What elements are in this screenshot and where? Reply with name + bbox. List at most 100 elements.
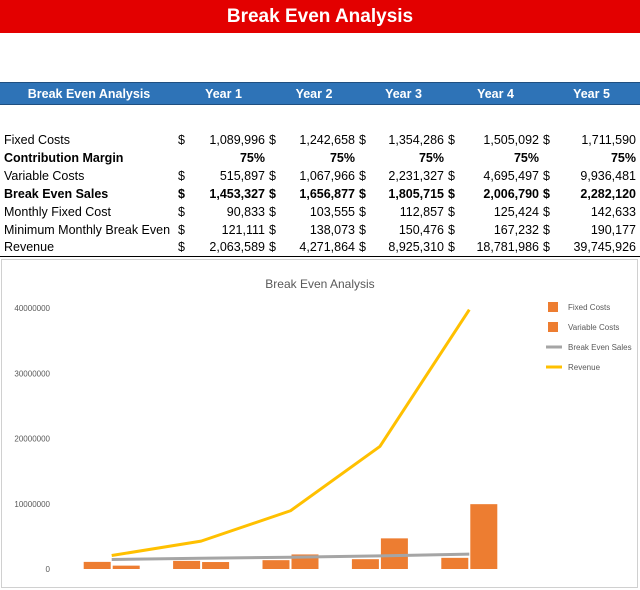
table-row: Break Even Sales $1,453,327 $1,656,877 $1,8… bbox=[0, 185, 640, 203]
legend-label: Fixed Costs bbox=[568, 303, 610, 312]
currency-symbol: $ bbox=[269, 204, 276, 219]
cell-value: 142,633 bbox=[590, 204, 636, 219]
table-header-year: Year 4 bbox=[448, 82, 543, 105]
cell-value: 1,242,658 bbox=[299, 132, 355, 147]
cell-value: 1,805,715 bbox=[388, 186, 444, 201]
cell-value: 515,897 bbox=[219, 168, 265, 183]
cell-value: 1,453,327 bbox=[209, 186, 265, 201]
cell-value: 8,925,310 bbox=[373, 238, 448, 257]
line-revenue bbox=[111, 308, 471, 558]
legend-label: Break Even Sales bbox=[568, 343, 632, 352]
table-header-year: Year 3 bbox=[359, 82, 448, 105]
chart-title: Break Even Analysis bbox=[265, 277, 374, 291]
bar-fixed-costs bbox=[262, 560, 290, 569]
cell-value: 75% bbox=[239, 150, 265, 165]
bar-fixed-costs bbox=[173, 560, 201, 569]
table-header-label: Break Even Analysis bbox=[0, 82, 178, 105]
currency-symbol: $ bbox=[543, 222, 550, 237]
currency-symbol: $ bbox=[269, 186, 276, 201]
cell-value: 121,111 bbox=[221, 222, 265, 237]
currency-symbol: $ bbox=[359, 132, 366, 147]
table-row: Monthly Fixed Cost $90,833 $103,555 $112,85… bbox=[0, 203, 640, 221]
row-label: Break Even Sales bbox=[4, 186, 109, 201]
table-header-year: Year 5 bbox=[543, 82, 640, 105]
table-row: Fixed Costs $1,089,996 $1,242,658 $1,354,28… bbox=[0, 131, 640, 149]
break-even-table: Break Even Analysis Year 1 Year 2 Year 3… bbox=[0, 82, 640, 257]
currency-symbol bbox=[359, 149, 373, 167]
bar-fixed-costs bbox=[83, 561, 111, 569]
cell-value: 18,781,986 bbox=[462, 238, 543, 257]
bar-variable-costs bbox=[380, 538, 408, 569]
currency-symbol: $ bbox=[269, 132, 276, 147]
currency-symbol: $ bbox=[178, 168, 185, 183]
table-header-row: Break Even Analysis Year 1 Year 2 Year 3… bbox=[0, 82, 640, 105]
cell-value: 138,073 bbox=[309, 222, 355, 237]
cell-value: 125,424 bbox=[493, 204, 539, 219]
bar-fixed-costs bbox=[441, 557, 469, 569]
y-tick-label: 30000000 bbox=[14, 369, 50, 378]
cell-value: 75% bbox=[610, 150, 636, 165]
currency-symbol: $ bbox=[359, 238, 373, 257]
currency-symbol: $ bbox=[543, 132, 550, 147]
currency-symbol: $ bbox=[543, 238, 557, 257]
y-tick-label: 40000000 bbox=[14, 304, 50, 313]
currency-symbol: $ bbox=[269, 168, 276, 183]
currency-symbol: $ bbox=[448, 238, 462, 257]
currency-symbol: $ bbox=[359, 186, 366, 201]
cell-value: 9,936,481 bbox=[580, 168, 636, 183]
currency-symbol: $ bbox=[178, 204, 185, 219]
currency-symbol: $ bbox=[178, 186, 185, 201]
cell-value: 75% bbox=[513, 150, 539, 165]
cell-value: 112,857 bbox=[399, 204, 444, 219]
currency-symbol bbox=[448, 149, 462, 167]
table-row: Variable Costs $515,897 $1,067,966 $2,231,3… bbox=[0, 167, 640, 185]
bar-variable-costs bbox=[202, 562, 230, 569]
table-header-year: Year 1 bbox=[178, 82, 269, 105]
bar-fixed-costs bbox=[351, 559, 379, 569]
currency-symbol bbox=[543, 149, 557, 167]
cell-value: 2,231,327 bbox=[388, 168, 444, 183]
cell-value: 75% bbox=[418, 150, 444, 165]
currency-symbol: $ bbox=[448, 204, 455, 219]
cell-value: 90,833 bbox=[226, 204, 265, 219]
bar-variable-costs bbox=[470, 504, 498, 569]
chart-container: Break Even Analysis 0 10000000 20000000 3000… bbox=[1, 259, 638, 588]
legend-swatch bbox=[548, 322, 558, 332]
line-break-even-sales bbox=[111, 552, 470, 562]
y-tick-label: 10000000 bbox=[14, 500, 50, 509]
cell-value: 103,555 bbox=[309, 204, 355, 219]
cell-value: 2,006,790 bbox=[483, 186, 539, 201]
cell-value: 1,354,286 bbox=[388, 132, 444, 147]
cell-value: 1,067,966 bbox=[299, 168, 355, 183]
currency-symbol: $ bbox=[178, 238, 192, 257]
y-tick-label: 0 bbox=[46, 565, 51, 574]
currency-symbol: $ bbox=[543, 204, 550, 219]
cell-value: 1,656,877 bbox=[299, 186, 355, 201]
table-body: Fixed Costs $1,089,996 $1,242,658 $1,354,28… bbox=[0, 105, 640, 257]
row-label: Monthly Fixed Cost bbox=[4, 204, 111, 219]
cell-value: 2,063,589 bbox=[192, 238, 269, 257]
currency-symbol: $ bbox=[359, 168, 366, 183]
break-even-chart: Break Even Analysis 0 10000000 20000000 3000… bbox=[14, 277, 632, 574]
row-label: Revenue bbox=[0, 238, 178, 257]
legend-label: Variable Costs bbox=[568, 323, 619, 332]
currency-symbol: $ bbox=[448, 222, 455, 237]
bar-variable-costs bbox=[112, 565, 140, 569]
cell-value: 75% bbox=[329, 150, 355, 165]
table-row: Minimum Monthly Break Even $121,111 $138,0… bbox=[0, 221, 640, 239]
currency-symbol: $ bbox=[543, 168, 550, 183]
cell-value: 1,505,092 bbox=[483, 132, 539, 147]
currency-symbol: $ bbox=[448, 168, 455, 183]
currency-symbol: $ bbox=[359, 204, 366, 219]
cell-value: 1,089,996 bbox=[209, 132, 265, 147]
table-spacer-row bbox=[0, 105, 640, 131]
cell-value: 150,476 bbox=[398, 222, 444, 237]
currency-symbol: $ bbox=[359, 222, 366, 237]
row-label: Variable Costs bbox=[4, 168, 85, 183]
cell-value: 4,695,497 bbox=[483, 168, 539, 183]
row-label: Fixed Costs bbox=[4, 132, 70, 147]
y-tick-label: 20000000 bbox=[14, 435, 50, 444]
table-row: Revenue $2,063,589 $4,271,864 $8,925,310 $18… bbox=[0, 238, 640, 257]
table-header-year: Year 2 bbox=[269, 82, 359, 105]
cell-value: 39,745,926 bbox=[557, 238, 640, 257]
